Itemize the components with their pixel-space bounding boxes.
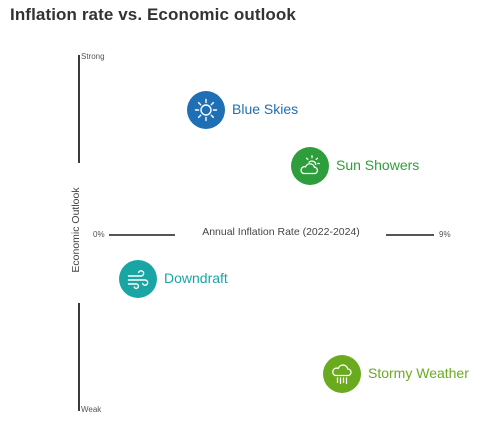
blue-skies-label: Blue Skies: [232, 101, 299, 117]
wind-icon: [127, 270, 149, 290]
blue-skies-badge: [187, 91, 225, 129]
x-axis-line-right: [386, 234, 434, 236]
x-axis-line-left: [109, 234, 175, 236]
y-axis-line-lower: [78, 303, 80, 411]
sun-showers-badge: [291, 147, 329, 185]
stormy-weather-label: Stormy Weather: [368, 365, 469, 381]
y-axis-bottom-label: Weak: [81, 405, 102, 414]
downdraft-label: Downdraft: [164, 270, 228, 286]
stormy-weather-badge: [323, 355, 361, 393]
y-axis-title: Economic Outlook: [70, 187, 82, 273]
x-axis-left-label: 0%: [93, 230, 105, 239]
sun-showers-label: Sun Showers: [336, 157, 420, 173]
y-axis-line-upper: [78, 55, 80, 163]
chart-title: Inflation rate vs. Economic outlook: [10, 5, 296, 24]
x-axis-title: Annual Inflation Rate (2022-2024): [202, 226, 360, 238]
sun-icon: [194, 98, 218, 122]
downdraft-badge: [119, 260, 157, 298]
rain-cloud-icon: [332, 364, 352, 385]
y-axis-top-label: Strong: [81, 52, 105, 61]
x-axis-right-label: 9%: [439, 230, 451, 239]
sun-cloud-icon: [300, 155, 321, 175]
